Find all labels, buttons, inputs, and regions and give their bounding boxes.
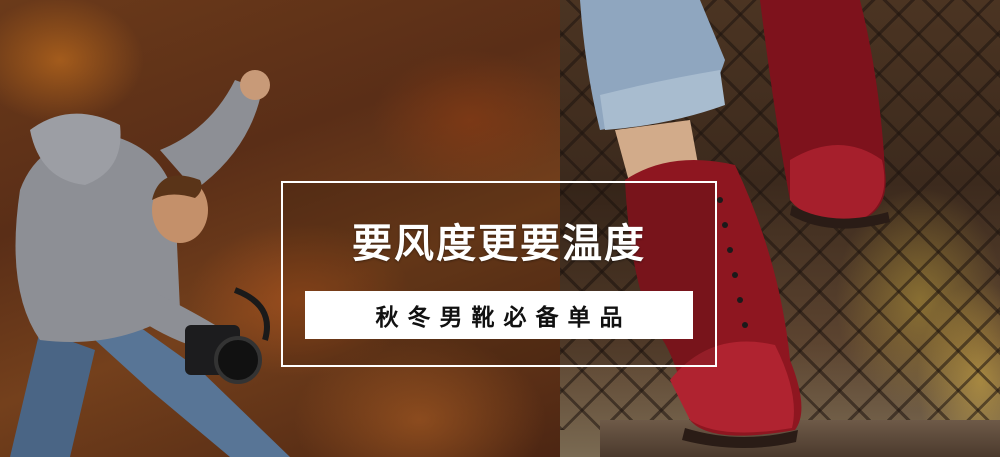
red-boots-image <box>560 0 1000 457</box>
stone-ledge <box>600 420 1000 457</box>
photographer-figure <box>0 40 300 457</box>
headline-frame: 要风度更要温度 秋冬男靴必备单品 <box>281 181 717 367</box>
headline-text: 要风度更要温度 <box>352 221 646 267</box>
subtitle-bar: 秋冬男靴必备单品 <box>305 291 693 339</box>
subtitle-text: 秋冬男靴必备单品 <box>375 305 632 331</box>
